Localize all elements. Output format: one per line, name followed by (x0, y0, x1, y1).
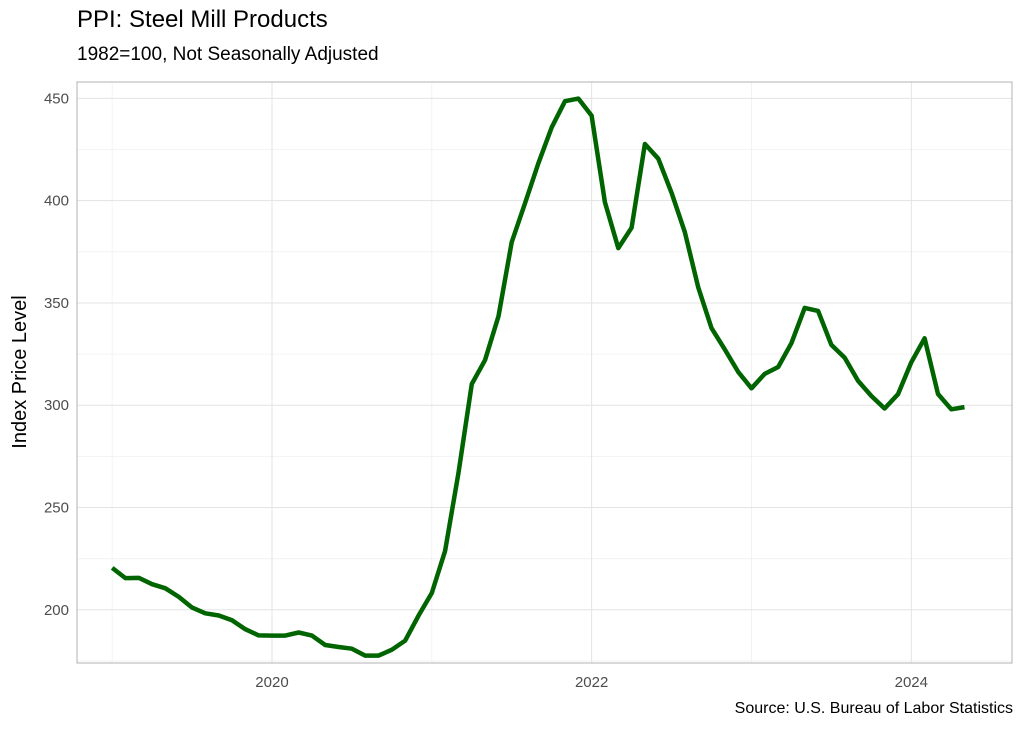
x-tick-labels: 2020 2022 2024 (255, 674, 928, 691)
y-tick-label: 450 (44, 90, 69, 107)
y-tick-label: 250 (44, 500, 69, 517)
grid-minor (77, 82, 1012, 663)
y-tick-label: 400 (44, 193, 69, 210)
panel-border (76, 81, 1013, 664)
y-axis-title: Index Price Level (9, 295, 31, 448)
y-tick-label: 300 (44, 397, 69, 414)
y-tick-label: 350 (44, 295, 69, 312)
x-tick-label: 2020 (255, 674, 288, 691)
series-line (110, 96, 965, 658)
chart-caption: Source: U.S. Bureau of Labor Statistics (734, 700, 1013, 717)
grid-major (77, 82, 1012, 663)
series-layer (110, 96, 965, 658)
x-tick-label: 2022 (575, 674, 608, 691)
y-tick-labels: 200 250 300 350 400 450 (44, 90, 69, 618)
y-tick-label: 200 (44, 602, 69, 619)
x-tick-label: 2024 (895, 674, 928, 691)
chart-subtitle: 1982=100, Not Seasonally Adjusted (77, 44, 379, 65)
chart-title: PPI: Steel Mill Products (77, 6, 328, 33)
